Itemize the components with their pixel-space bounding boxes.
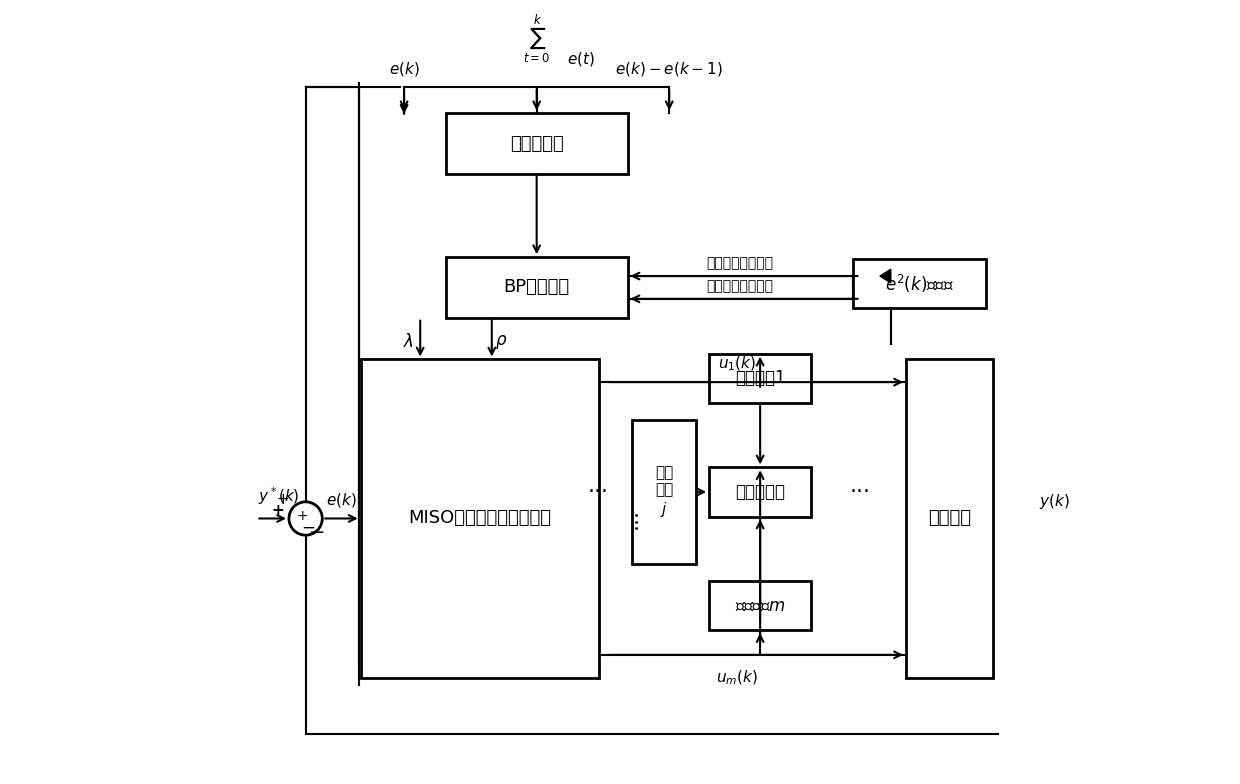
Text: +: + [272, 503, 284, 518]
Text: $e^2(k)$最小化: $e^2(k)$最小化 [885, 273, 954, 295]
Text: +: + [277, 492, 289, 507]
Text: BP神经网络: BP神经网络 [503, 278, 569, 296]
Text: 被控对象: 被控对象 [928, 510, 971, 528]
FancyBboxPatch shape [709, 581, 811, 630]
Text: $e(k)$: $e(k)$ [388, 60, 419, 78]
Text: $u_1(k)$: $u_1(k)$ [718, 354, 756, 373]
Text: $y^*(k)$: $y^*(k)$ [258, 485, 299, 507]
Text: $\sum_{t=0}^{k}$: $\sum_{t=0}^{k}$ [523, 13, 551, 66]
Text: $e(k)-e(k-1)$: $e(k)-e(k-1)$ [615, 60, 723, 78]
FancyBboxPatch shape [631, 420, 696, 564]
Text: MISO紧格式无模型控制器: MISO紧格式无模型控制器 [408, 510, 552, 528]
Text: $\rho$: $\rho$ [495, 333, 507, 351]
Text: ···: ··· [627, 508, 647, 529]
Text: −: − [309, 523, 325, 542]
Polygon shape [880, 269, 890, 283]
Text: 梯度信息集: 梯度信息集 [735, 483, 785, 501]
FancyBboxPatch shape [361, 359, 599, 677]
FancyBboxPatch shape [853, 259, 986, 308]
Text: ···: ··· [588, 482, 609, 502]
Text: 梯度信息$m$: 梯度信息$m$ [735, 597, 785, 615]
FancyBboxPatch shape [445, 113, 627, 174]
Text: 更新隐含层权系数: 更新隐含层权系数 [707, 256, 774, 270]
Text: +: + [296, 510, 308, 523]
Text: $y(k)$: $y(k)$ [1039, 492, 1069, 511]
FancyBboxPatch shape [906, 359, 993, 677]
Text: $\lambda$: $\lambda$ [403, 333, 414, 351]
Text: $u_m(k)$: $u_m(k)$ [717, 669, 759, 687]
Text: −: − [301, 518, 315, 536]
Text: ···: ··· [849, 482, 870, 502]
Text: 梯度
信息
$j$: 梯度 信息 $j$ [655, 465, 673, 519]
FancyBboxPatch shape [709, 354, 811, 403]
Text: 梯度信息1: 梯度信息1 [735, 369, 785, 387]
FancyBboxPatch shape [445, 257, 627, 318]
Text: 系统误差集: 系统误差集 [510, 135, 563, 153]
Text: $e(k)$: $e(k)$ [326, 492, 357, 510]
FancyBboxPatch shape [709, 467, 811, 517]
Circle shape [289, 502, 322, 535]
Text: 更新输出层权系数: 更新输出层权系数 [707, 279, 774, 292]
Text: $e(t)$: $e(t)$ [567, 49, 595, 67]
